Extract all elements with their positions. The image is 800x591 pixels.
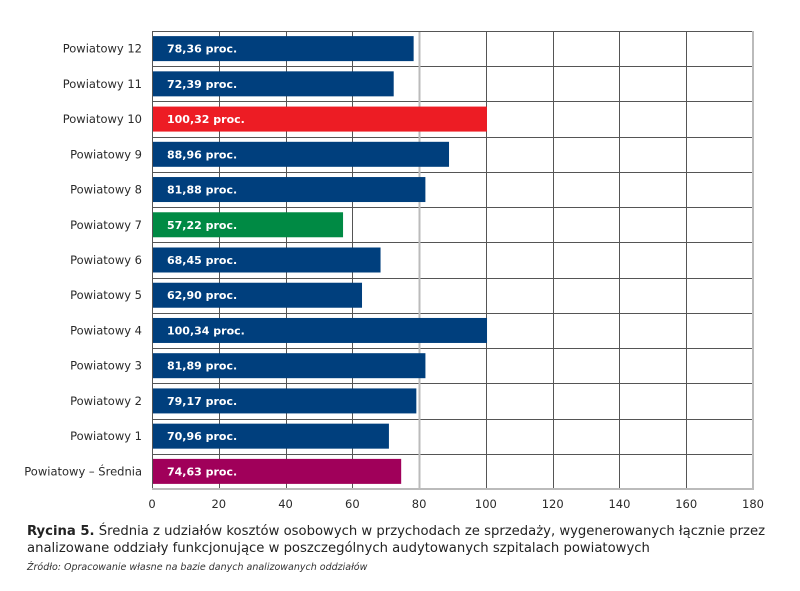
bar bbox=[152, 141, 450, 167]
category-labels: Powiatowy 12 Powiatowy 11 Powiatowy 10 Powi… bbox=[24, 42, 142, 479]
bar-data-label: 81,89 proc. bbox=[167, 360, 237, 373]
category-label: Powiatowy 12 bbox=[63, 42, 142, 56]
bar-data-label: 70,96 proc. bbox=[167, 430, 237, 443]
category-label: Powiatowy 7 bbox=[70, 218, 142, 232]
bar-data-label: 100,34 proc. bbox=[167, 324, 245, 337]
bar bbox=[152, 212, 344, 238]
bar-data-label: 78,36 proc. bbox=[167, 43, 237, 56]
bar-data-label: 74,63 proc. bbox=[167, 465, 237, 478]
source-note: Źródło: Opracowanie własne na bazie dany… bbox=[27, 562, 368, 573]
bar-data-label: 79,17 proc. bbox=[167, 395, 237, 408]
bar bbox=[152, 36, 414, 62]
category-label: Powiatowy 9 bbox=[70, 147, 142, 161]
category-label: Powiatowy 4 bbox=[70, 323, 142, 337]
x-tick-label: 60 bbox=[345, 497, 360, 511]
x-tick-label: 40 bbox=[278, 497, 293, 511]
caption-text: Średnia z udziałów kosztów osobowych w p… bbox=[27, 524, 765, 556]
bars: 78,36 proc. 72,39 proc. 100,32 proc. 88,96 … bbox=[152, 36, 488, 484]
category-label: Powiatowy 3 bbox=[70, 359, 142, 373]
figure-number: Rycina 5. bbox=[27, 524, 95, 539]
category-label: Powiatowy 6 bbox=[70, 253, 142, 267]
x-tick-label: 100 bbox=[475, 497, 497, 511]
x-tick-label: 180 bbox=[742, 497, 764, 511]
bar bbox=[152, 247, 381, 273]
bar-data-label: 81,88 proc. bbox=[167, 184, 237, 197]
category-label: Powiatowy 1 bbox=[70, 429, 142, 443]
bar-chart: 78,36 proc. 72,39 proc. 100,32 proc. 88,96 … bbox=[24, 31, 764, 511]
bar bbox=[152, 458, 402, 484]
bar bbox=[152, 423, 389, 449]
bar bbox=[152, 388, 417, 414]
bar bbox=[152, 71, 394, 97]
x-tick-label: 160 bbox=[675, 497, 697, 511]
x-tick-label: 20 bbox=[211, 497, 226, 511]
x-tick-label: 140 bbox=[608, 497, 630, 511]
bar-data-label: 62,90 proc. bbox=[167, 289, 237, 302]
bar bbox=[152, 177, 426, 203]
category-label: Powiatowy 10 bbox=[63, 112, 142, 126]
category-label: Powiatowy 5 bbox=[70, 288, 142, 302]
bar-data-label: 72,39 proc. bbox=[167, 78, 237, 91]
bar-data-label: 88,96 proc. bbox=[167, 148, 237, 161]
bar bbox=[152, 106, 487, 132]
x-tick-label: 120 bbox=[542, 497, 564, 511]
x-tick-label: 80 bbox=[412, 497, 427, 511]
bar-data-label: 68,45 proc. bbox=[167, 254, 237, 267]
category-label: Powiatowy 11 bbox=[63, 77, 142, 91]
figure-caption: Rycina 5. Średnia z udziałów kosztów oso… bbox=[27, 523, 787, 557]
x-tick-label: 0 bbox=[148, 497, 155, 511]
plot-frame bbox=[152, 31, 754, 490]
bar bbox=[152, 282, 363, 308]
bar bbox=[152, 317, 488, 343]
bar bbox=[152, 353, 426, 379]
category-label: Powiatowy 2 bbox=[70, 394, 142, 408]
category-label: Powiatowy – Średnia bbox=[24, 463, 142, 478]
bar-data-label: 57,22 proc. bbox=[167, 219, 237, 232]
bar-data-label: 100,32 proc. bbox=[167, 113, 245, 126]
x-tick-labels: 0 20 40 60 80 100 120 140 160 180 bbox=[148, 497, 764, 511]
category-label: Powiatowy 8 bbox=[70, 183, 142, 197]
